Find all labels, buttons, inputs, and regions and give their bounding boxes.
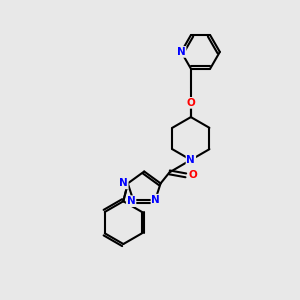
- Text: N: N: [177, 47, 186, 57]
- Text: N: N: [119, 178, 128, 188]
- Text: N: N: [127, 196, 136, 206]
- Text: O: O: [189, 170, 198, 180]
- Text: N: N: [152, 195, 160, 205]
- Text: O: O: [187, 98, 195, 108]
- Text: N: N: [187, 155, 195, 165]
